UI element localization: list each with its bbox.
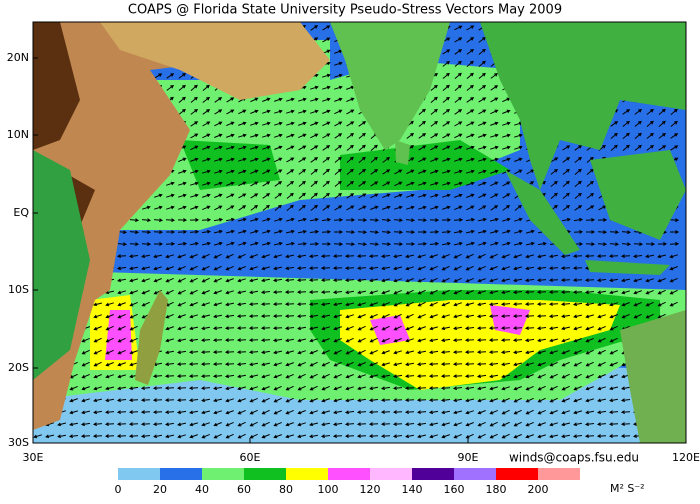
colorbar-swatch [244, 468, 286, 480]
land-australia [620, 310, 686, 443]
colorbar: 0 20 40 60 80 100 120 140 160 180 200 [115, 468, 580, 496]
lon-labels: 30E 60E 90E 120E [23, 438, 700, 464]
lat-labels: 20N 10N EQ 10S 20S 30S [7, 51, 38, 449]
peak-zone [105, 310, 132, 360]
colorbar-label: 200 [528, 483, 549, 496]
land-arabia [100, 22, 330, 100]
lat-label: 10S [8, 283, 29, 296]
colorbar-label: 140 [402, 483, 423, 496]
lon-label: 60E [240, 451, 261, 464]
land-se-asia [480, 22, 686, 190]
land-madagascar [135, 290, 168, 385]
map [33, 22, 686, 443]
land-vegetation [33, 150, 90, 380]
lat-label: 20N [7, 51, 29, 64]
land-africa [33, 22, 230, 430]
colorbar-label: 40 [195, 483, 209, 496]
colorbar-label: 100 [318, 483, 339, 496]
map-frame [32, 21, 687, 444]
colorbar-swatch [454, 468, 496, 480]
colorbar-swatch [328, 468, 370, 480]
lat-label: 30S [8, 436, 29, 449]
colorbar-swatch [370, 468, 412, 480]
title: COAPS @ Florida State University Pseudo-… [128, 3, 562, 18]
highlands [33, 22, 95, 250]
colorbar-swatch [496, 468, 538, 480]
colorbar-label: 180 [486, 483, 507, 496]
strong-zone [180, 140, 510, 190]
colorbar-swatch [202, 468, 244, 480]
peak-zone [370, 305, 530, 345]
lon-label: 30E [23, 451, 44, 464]
colorbar-swatch [118, 468, 160, 480]
credit: winds@coaps.fsu.edu [509, 451, 639, 465]
colorbar-label: 80 [279, 483, 293, 496]
land-sri-lanka [395, 140, 410, 165]
colorbar-label: 120 [360, 483, 381, 496]
colorbar-swatch [286, 468, 328, 480]
colorbar-swatch [412, 468, 454, 480]
colorbar-swatch [160, 468, 202, 480]
very-strong-zone [340, 300, 620, 390]
lat-label: 20S [8, 361, 29, 374]
lon-label: 90E [458, 451, 479, 464]
lon-label: 120E [672, 451, 700, 464]
colorbar-label: 60 [237, 483, 251, 496]
colorbar-unit: M² S⁻² [610, 482, 645, 495]
colorbar-label: 0 [115, 483, 122, 496]
land-india [330, 22, 450, 150]
lat-label: EQ [13, 206, 29, 219]
lat-label: 10N [7, 128, 29, 141]
land-sumatra [505, 170, 580, 255]
colorbar-swatch [538, 468, 580, 480]
colorbar-label: 160 [444, 483, 465, 496]
land-islands [585, 150, 686, 275]
colorbar-label: 20 [153, 483, 167, 496]
